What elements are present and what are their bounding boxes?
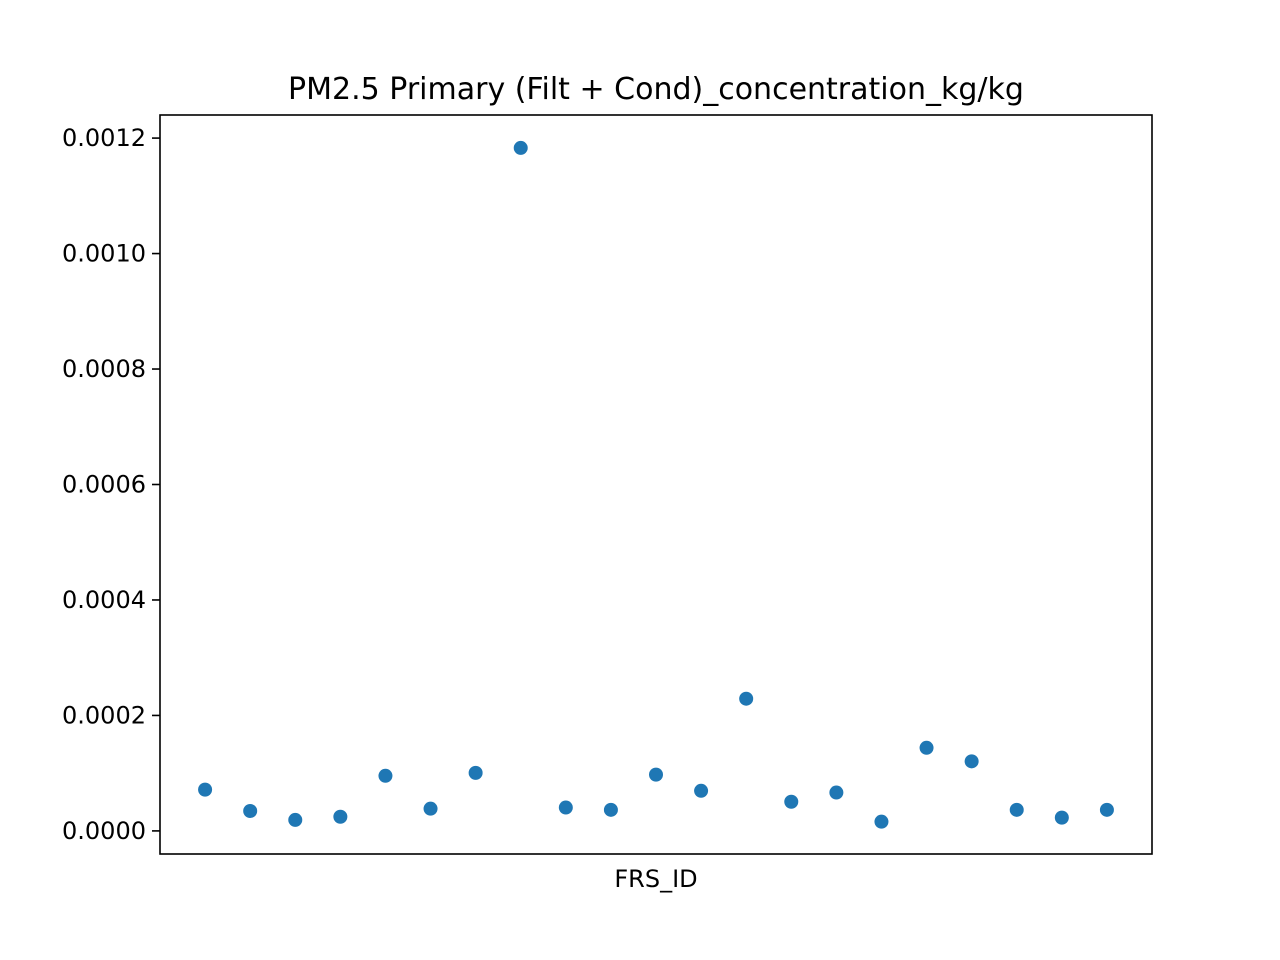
data-point	[784, 794, 799, 809]
data-point	[558, 800, 573, 815]
y-tick-label: 0.0004	[62, 586, 146, 614]
y-tick-label: 0.0006	[62, 471, 146, 499]
data-point	[288, 812, 303, 827]
data-point	[198, 782, 213, 797]
y-tick-label: 0.0002	[62, 701, 146, 729]
data-point	[333, 809, 348, 824]
y-axis: 0.0000 0.0002 0.0004 0.0006 0.0008 0.0010 0.00…	[62, 124, 160, 845]
data-point	[243, 803, 258, 818]
data-point	[874, 814, 889, 829]
data-point	[468, 765, 483, 780]
data-point	[694, 783, 709, 798]
plot-frame	[159, 114, 1153, 855]
y-tick-label: 0.0008	[62, 355, 146, 383]
data-point	[1009, 802, 1024, 817]
data-points	[198, 140, 1114, 829]
data-point	[1054, 810, 1069, 825]
data-point	[1099, 802, 1114, 817]
data-point	[513, 140, 528, 155]
x-axis-label: FRS_ID	[614, 865, 697, 893]
data-point	[649, 767, 663, 782]
data-point	[919, 740, 934, 755]
data-point	[829, 785, 844, 800]
y-tick-label: 0.0012	[62, 124, 146, 152]
chart-title: PM2.5 Primary (Filt + Cond)_concentratio…	[288, 72, 1024, 107]
y-tick-label: 0.0000	[62, 817, 146, 845]
data-point	[964, 754, 979, 769]
data-point	[603, 802, 618, 817]
data-point	[378, 768, 393, 783]
data-point	[739, 691, 754, 706]
data-point	[423, 801, 438, 816]
y-tick-label: 0.0010	[62, 240, 146, 268]
